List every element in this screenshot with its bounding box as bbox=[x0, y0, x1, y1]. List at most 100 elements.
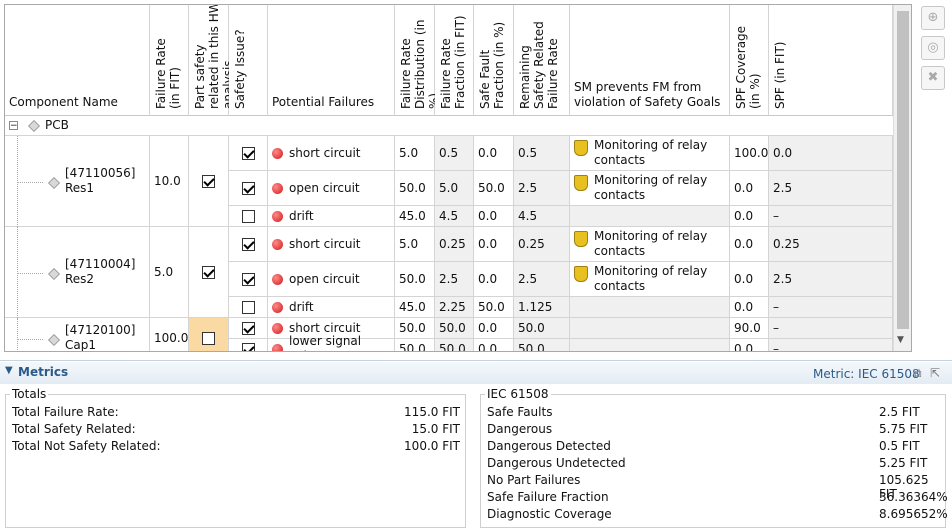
column-header[interactable]: Failure Rate Fraction (in FIT) bbox=[435, 5, 474, 116]
spf-cell: 0.25 bbox=[769, 227, 893, 262]
column-header[interactable]: Failure Rate (in FIT) bbox=[150, 5, 189, 116]
column-header[interactable]: Component Name bbox=[5, 5, 150, 116]
checkbox[interactable] bbox=[241, 342, 255, 351]
checkbox[interactable] bbox=[241, 300, 255, 314]
failure-cell: open circuit bbox=[268, 171, 395, 206]
distribution-cell: 50.0 bbox=[395, 262, 435, 297]
checkbox[interactable] bbox=[241, 146, 255, 160]
spf-cell: 0.0 bbox=[769, 136, 893, 171]
failure-name: drift bbox=[289, 208, 314, 223]
fraction: 50.0 bbox=[439, 320, 466, 335]
checkbox[interactable] bbox=[241, 237, 255, 251]
column-header[interactable]: SPF (in FIT) bbox=[769, 5, 893, 116]
toolbar-button[interactable]: ✖ bbox=[921, 66, 945, 90]
column-header[interactable]: Potential Failures bbox=[268, 5, 395, 116]
distribution: 45.0 bbox=[399, 208, 426, 223]
mechanism-cell bbox=[570, 206, 730, 227]
failure-rate-cell: 100.0 bbox=[150, 318, 189, 351]
checkbox[interactable] bbox=[202, 332, 215, 345]
component-icon bbox=[27, 119, 41, 133]
spf-cell: – bbox=[769, 297, 893, 318]
mechanism-cell bbox=[570, 318, 730, 339]
metric-value: 5.75 FIT bbox=[879, 422, 928, 436]
fraction-cell: 5.0 bbox=[435, 171, 474, 206]
metric-label: Diagnostic Coverage bbox=[487, 507, 612, 521]
header-text: Safe Fault Fraction (in %) bbox=[478, 21, 506, 109]
safe-fault-fraction-cell: 50.0 bbox=[474, 297, 514, 318]
column-header[interactable]: Failure Rate Distribution (in %) bbox=[395, 5, 441, 116]
collapse-toggle[interactable]: ▼ bbox=[5, 365, 13, 376]
distribution-cell: 5.0 bbox=[395, 227, 435, 262]
header-text: Remaining Safety Related Failure Rate bbox=[518, 21, 560, 109]
remaining: 2.5 bbox=[518, 271, 538, 286]
failure-cell: drift bbox=[268, 297, 395, 318]
metric-label: Total Safety Related: bbox=[12, 422, 136, 436]
failure-rate: 5.0 bbox=[154, 264, 174, 279]
remaining-cell: 2.5 bbox=[514, 171, 570, 206]
spf: 2.5 bbox=[773, 271, 793, 286]
safety-issue-cell bbox=[229, 136, 268, 171]
remaining-cell: 50.0 bbox=[514, 318, 570, 339]
metric-value: 2.5 FIT bbox=[879, 405, 920, 419]
checkbox[interactable] bbox=[241, 321, 255, 335]
remaining-cell: 50.0 bbox=[514, 339, 570, 351]
column-header[interactable]: Safe Fault Fraction (in %) bbox=[474, 5, 514, 116]
scroll-thumb[interactable] bbox=[897, 11, 909, 329]
component-name: Res1 bbox=[65, 180, 95, 195]
checkbox[interactable] bbox=[202, 174, 215, 188]
fraction-cell: 0.25 bbox=[435, 227, 474, 262]
fraction-cell: 2.5 bbox=[435, 262, 474, 297]
remaining-cell: 2.5 bbox=[514, 262, 570, 297]
failure-icon bbox=[272, 322, 283, 334]
metric-link[interactable]: Metric: IEC 61508 bbox=[813, 367, 920, 381]
metric-value: 0.5 FIT bbox=[879, 439, 920, 453]
checkbox[interactable] bbox=[241, 209, 255, 223]
failure-icon bbox=[272, 147, 283, 159]
scrollbar[interactable]: ▼ bbox=[893, 5, 911, 351]
metric-label: Total Failure Rate: bbox=[12, 405, 119, 419]
failure-name: short circuit bbox=[289, 236, 361, 251]
safe-fault-fraction-cell: 0.0 bbox=[474, 227, 514, 262]
mechanism: Monitoring of relay contacts bbox=[594, 264, 708, 293]
checkbox[interactable] bbox=[202, 265, 215, 279]
fraction-cell: 0.5 bbox=[435, 136, 474, 171]
metric-label: No Part Failures bbox=[487, 473, 581, 487]
column-header[interactable]: SPF Coverage (in %) bbox=[730, 5, 769, 116]
column-header[interactable]: Part safety related in this HW analysis bbox=[189, 5, 235, 116]
metric-value: 5.25 FIT bbox=[879, 456, 928, 470]
failure-name: lower signal value bbox=[289, 334, 362, 351]
failure-rate-cell: 10.0 bbox=[150, 136, 189, 227]
metric-value: 8.695652% bbox=[879, 507, 948, 521]
metrics-header: ▼ Metrics Metric: IEC 61508 ⧉ ⇱ bbox=[0, 362, 952, 384]
mechanism-cell: Monitoring of relay contacts bbox=[570, 262, 730, 297]
mechanism: Monitoring of relay contacts bbox=[594, 229, 708, 258]
spf-coverage-cell: 0.0 bbox=[730, 206, 769, 227]
metric-label: Total Not Safety Related: bbox=[12, 439, 161, 453]
spf-cell: – bbox=[769, 318, 893, 339]
metric-label: Safe Faults bbox=[487, 405, 553, 419]
copy-icon[interactable]: ⧉ bbox=[913, 366, 922, 380]
spf: 2.5 bbox=[773, 180, 793, 195]
fraction-cell: 4.5 bbox=[435, 206, 474, 227]
expand-toggle[interactable]: − bbox=[9, 121, 18, 131]
mechanism: Monitoring of relay contacts bbox=[594, 173, 708, 202]
fraction: 4.5 bbox=[439, 208, 459, 223]
safety-related-cell bbox=[189, 136, 229, 227]
toolbar-button[interactable]: ◎ bbox=[921, 36, 945, 60]
safe-fault-fraction: 0.0 bbox=[478, 236, 498, 251]
remaining-cell: 4.5 bbox=[514, 206, 570, 227]
checkbox[interactable] bbox=[241, 181, 255, 195]
open-icon[interactable]: ⇱ bbox=[930, 366, 941, 380]
distribution: 5.0 bbox=[399, 236, 419, 251]
column-header[interactable]: Remaining Safety Related Failure Rate bbox=[514, 5, 570, 116]
component-icon bbox=[47, 333, 61, 347]
checkbox[interactable] bbox=[241, 272, 255, 286]
scroll-down[interactable]: ▼ bbox=[897, 335, 904, 345]
column-header[interactable]: SM prevents FM from violation of Safety … bbox=[570, 5, 730, 116]
tree-line bbox=[17, 272, 43, 274]
safe-fault-fraction-cell: 50.0 bbox=[474, 171, 514, 206]
toolbar-button[interactable]: ⊕ bbox=[921, 6, 945, 30]
column-header[interactable]: Safety Issue? bbox=[229, 5, 268, 116]
failure-icon bbox=[272, 301, 283, 313]
safety-issue-cell bbox=[229, 318, 268, 339]
